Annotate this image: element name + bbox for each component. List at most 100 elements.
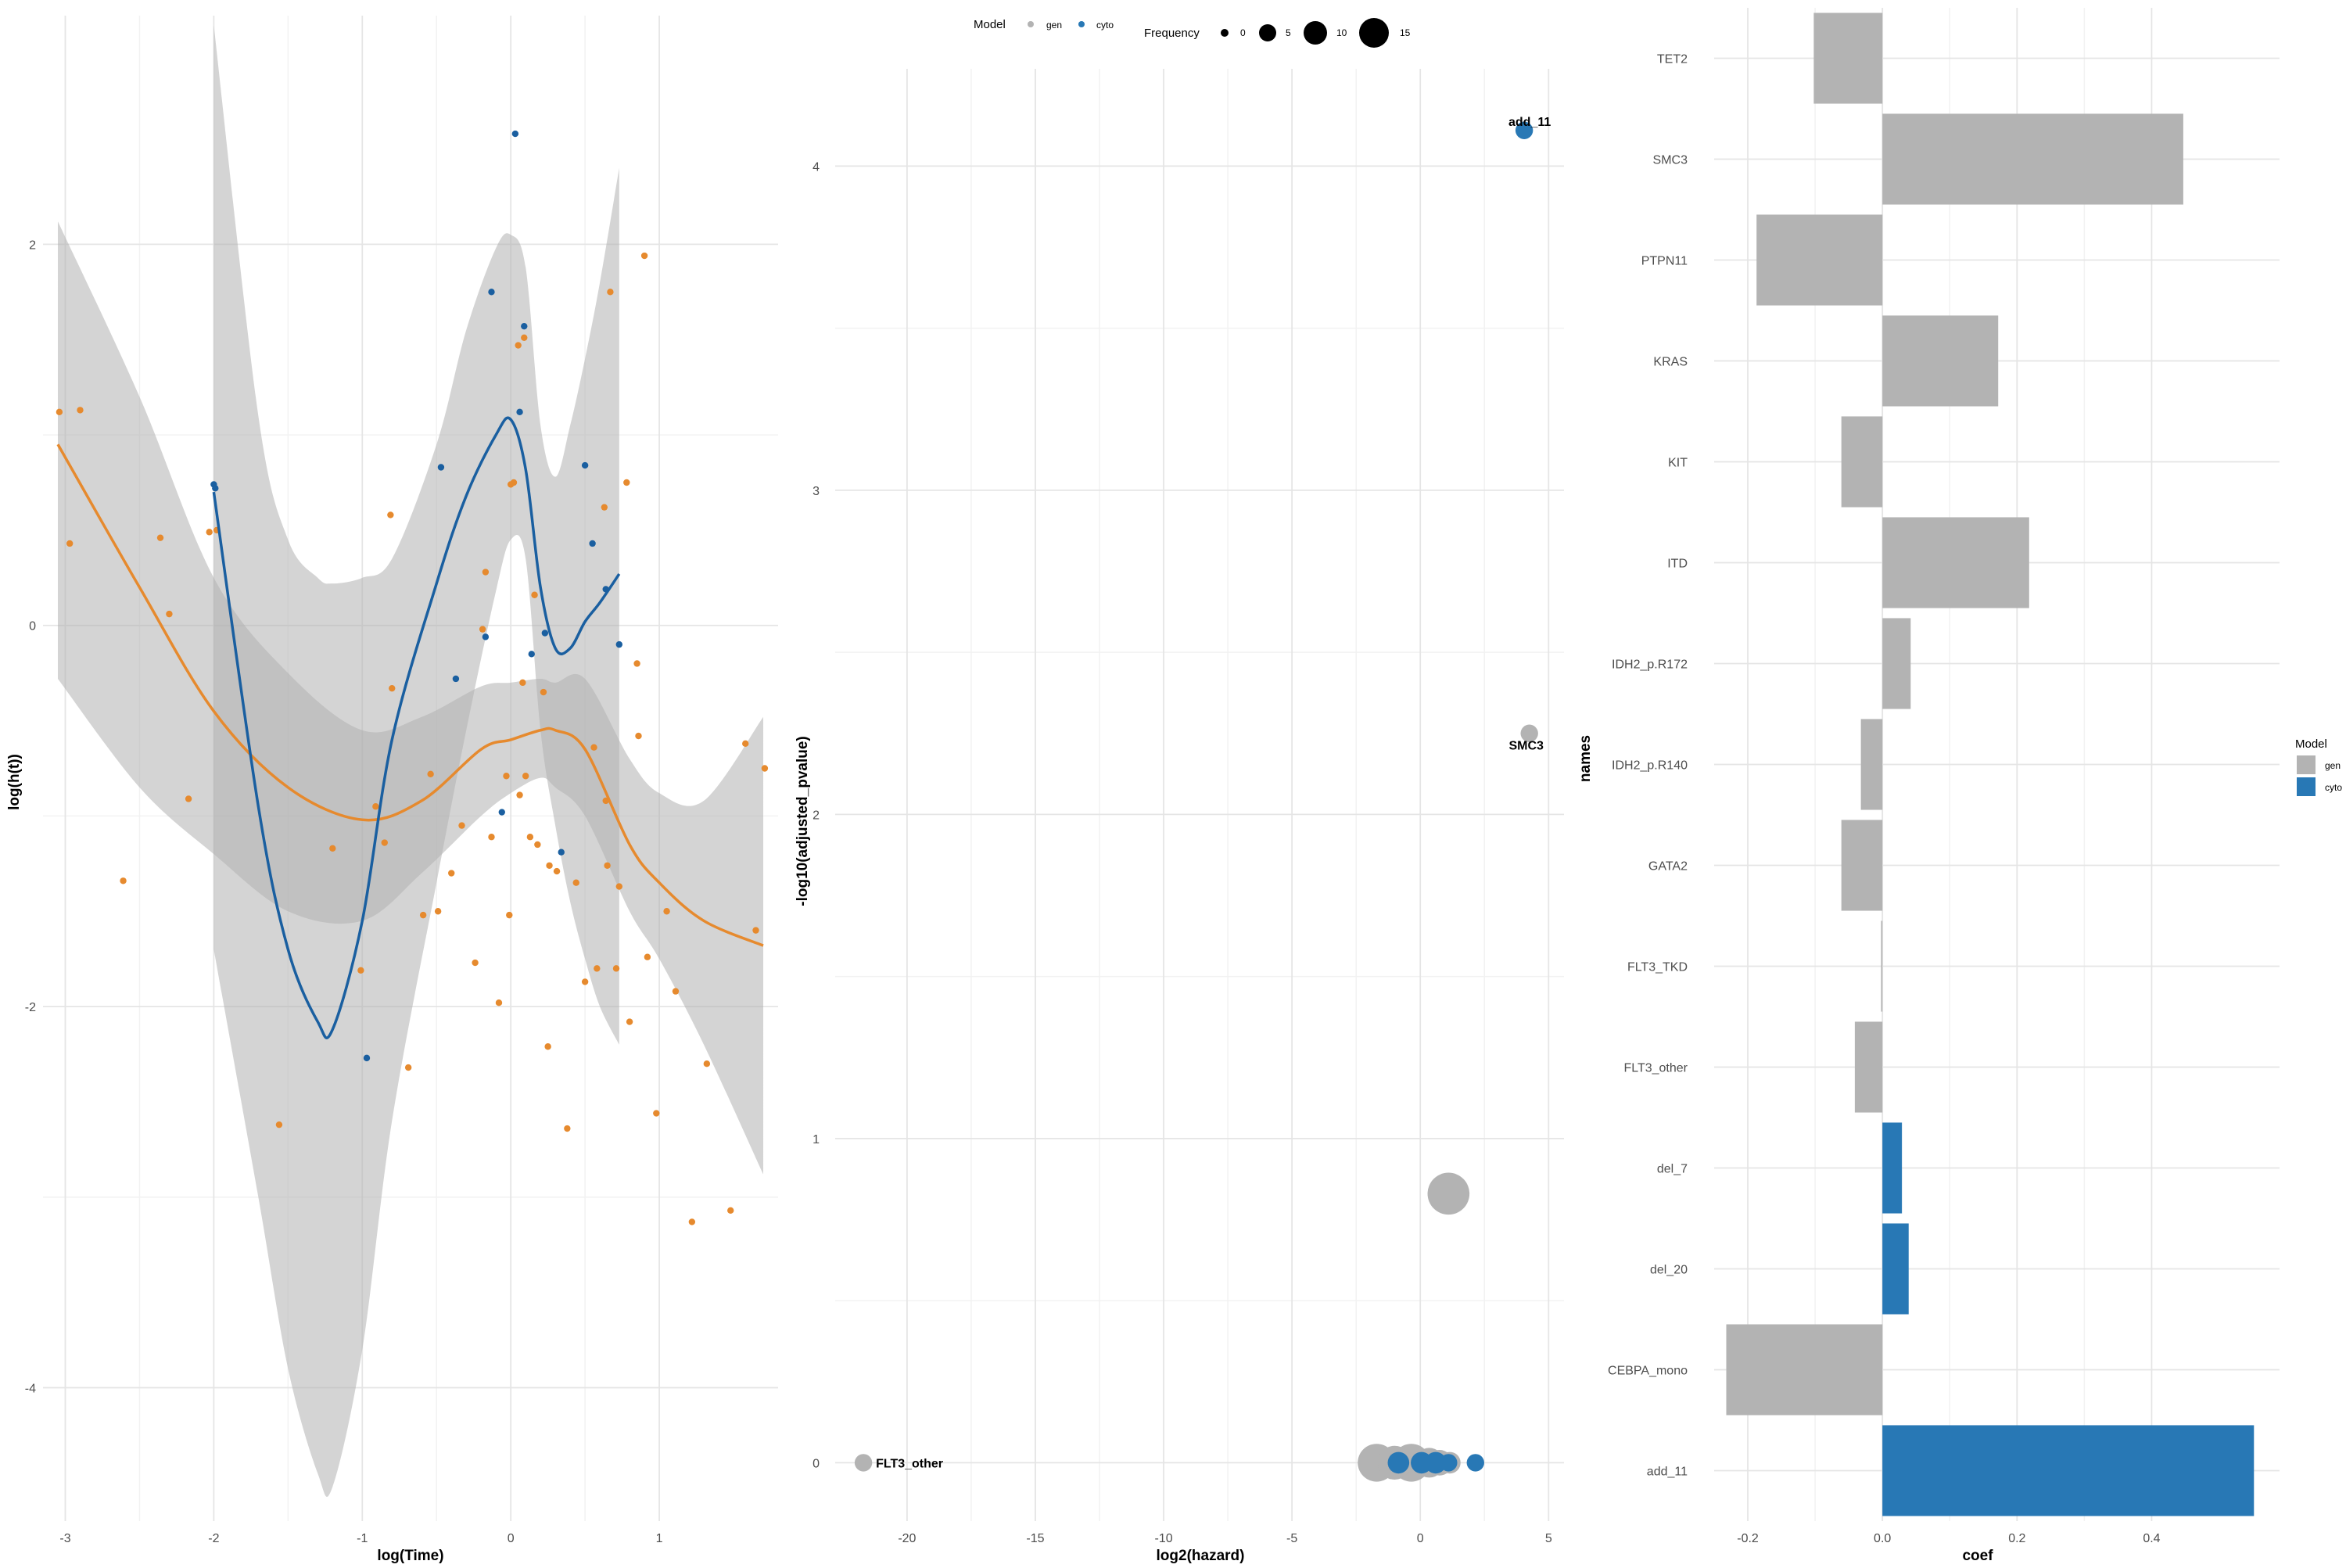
p2-y-tick-label: 0 bbox=[812, 1457, 820, 1470]
p3-category-label: TET2 bbox=[1657, 53, 1688, 66]
p1-point-cyto bbox=[482, 633, 490, 640]
p3-bar-del_7 bbox=[1882, 1122, 1903, 1214]
top-legend: Model gen cyto Frequency 0 5 10 15 bbox=[974, 18, 1411, 48]
p1-point-gen bbox=[526, 834, 534, 841]
p3-category-label: PTPN11 bbox=[1641, 255, 1688, 268]
p1-point-gen bbox=[427, 770, 434, 778]
p3-x-tick-label: 0.2 bbox=[2008, 1532, 2025, 1545]
p3-tick-labels: TET2 SMC3 PTPN11 KRAS KIT ITD IDH2_p.R172 IDH2_… bbox=[1608, 53, 2161, 1546]
p1-point-cyto bbox=[488, 289, 495, 296]
p1-point-gen bbox=[448, 870, 455, 877]
p3-category-label: GATA2 bbox=[1648, 860, 1688, 874]
p3-bar-PTPN11 bbox=[1756, 214, 1883, 306]
p1-point-gen bbox=[703, 1060, 711, 1067]
legend-size-15-label: 15 bbox=[1400, 27, 1411, 38]
p1-point-cyto bbox=[558, 849, 565, 856]
panel-coef-bars: TET2 SMC3 PTPN11 KRAS KIT ITD IDH2_p.R172 IDH2_… bbox=[1577, 8, 2280, 1564]
p2-point-label: SMC3 bbox=[1508, 740, 1544, 753]
p1-point-gen bbox=[612, 965, 620, 972]
legend-model-title: Model bbox=[974, 18, 1006, 31]
p1-point-gen bbox=[120, 877, 127, 884]
p3-category-label: del_7 bbox=[1657, 1163, 1688, 1176]
legend-size-15 bbox=[1359, 18, 1389, 48]
p2-point-cyto bbox=[1466, 1454, 1484, 1472]
p1-point-gen bbox=[742, 740, 749, 748]
p1-point-gen bbox=[166, 610, 173, 618]
p1-point-gen bbox=[607, 289, 614, 296]
p1-point-gen bbox=[458, 822, 465, 829]
panel-hazard-smooth: -3 -2 -1 0 1 -4 -2 0 2 log(Time) log(h(t)) bbox=[6, 16, 778, 1564]
p2-point-gen bbox=[1520, 724, 1538, 742]
p1-point-gen bbox=[521, 334, 528, 342]
p1-point-gen bbox=[604, 862, 611, 869]
p1-point-gen bbox=[503, 773, 510, 780]
p1-point-gen bbox=[534, 841, 541, 849]
p1-point-cyto bbox=[615, 640, 623, 648]
p1-fit-cyto bbox=[212, 416, 621, 1039]
p1-point-gen bbox=[544, 1043, 551, 1050]
p2-x-tick-label: 5 bbox=[1545, 1532, 1552, 1545]
p1-point-cyto bbox=[589, 540, 596, 547]
p2-y-tick-label: 4 bbox=[812, 160, 820, 174]
p3-category-label: KIT bbox=[1668, 457, 1688, 470]
p1-point-gen bbox=[752, 927, 759, 934]
legend-cyto-label: cyto bbox=[1096, 20, 1114, 30]
p3-category-label: IDH2_p.R172 bbox=[1612, 658, 1688, 672]
p3-y-axis-label: names bbox=[1577, 735, 1594, 782]
right-legend-title: Model bbox=[2295, 737, 2327, 751]
p2-x-tick-label: -5 bbox=[1286, 1532, 1297, 1545]
p1-point-gen bbox=[156, 534, 164, 541]
p1-tick-labels: -3 -2 -1 0 1 -4 -2 0 2 bbox=[25, 239, 663, 1545]
p1-y-tick-label: 2 bbox=[29, 239, 36, 252]
p3-x-tick-label: 0.4 bbox=[2143, 1532, 2160, 1545]
p1-point-gen bbox=[564, 1125, 571, 1132]
p2-point-label: add_11 bbox=[1508, 116, 1551, 129]
p2-y-tick-label: 1 bbox=[812, 1133, 820, 1146]
p1-point-gen bbox=[506, 911, 513, 919]
p1-x-tick-label: 1 bbox=[656, 1532, 663, 1545]
right-legend-gen-key bbox=[2297, 755, 2316, 774]
p3-category-label: add_11 bbox=[1647, 1466, 1688, 1479]
p1-point-gen bbox=[479, 626, 486, 633]
p1-point-cyto bbox=[528, 651, 535, 658]
legend-frequency-title: Frequency bbox=[1144, 27, 1200, 40]
p1-point-gen bbox=[185, 795, 192, 802]
p1-point-gen bbox=[387, 511, 394, 518]
p1-point-cyto bbox=[437, 464, 445, 471]
p1-point-gen bbox=[510, 479, 518, 486]
p1-point-gen bbox=[590, 744, 597, 751]
right-legend-gen-label: gen bbox=[2325, 760, 2341, 771]
p1-confidence-bands bbox=[57, 25, 764, 1498]
p3-bar-KRAS bbox=[1882, 315, 1999, 407]
p1-point-gen bbox=[644, 953, 651, 960]
p1-x-tick-label: -2 bbox=[208, 1532, 219, 1545]
legend-gen-dot bbox=[1028, 21, 1034, 27]
p1-point-gen bbox=[357, 967, 364, 974]
p2-point-cyto bbox=[1515, 121, 1534, 139]
right-legend-cyto-key bbox=[2297, 777, 2316, 796]
p1-point-gen bbox=[519, 679, 526, 687]
p1-point-gen bbox=[727, 1207, 734, 1215]
p3-bar-IDH2_p.R140 bbox=[1860, 719, 1883, 810]
p1-band-cyto bbox=[213, 25, 619, 1498]
p1-point-gen bbox=[581, 978, 589, 985]
p3-bar-IDH2_p.R172 bbox=[1882, 618, 1911, 709]
p2-point-cyto bbox=[1425, 1451, 1447, 1474]
p3-bar-KIT bbox=[1841, 416, 1883, 508]
p1-y-tick-label: -2 bbox=[25, 1001, 36, 1014]
p3-bar-del_20 bbox=[1882, 1223, 1909, 1315]
p1-point-cyto bbox=[511, 130, 519, 138]
p1-point-gen bbox=[633, 660, 640, 667]
p3-bar-SMC3 bbox=[1882, 113, 2183, 205]
p1-point-gen bbox=[206, 529, 213, 536]
p3-category-label: KRAS bbox=[1653, 356, 1688, 369]
legend-gen-label: gen bbox=[1046, 20, 1062, 30]
p1-point-gen bbox=[594, 965, 601, 972]
p1-x-tick-label: 0 bbox=[508, 1532, 515, 1545]
p2-point-labels: add_11 SMC3 FLT3_other bbox=[876, 116, 1551, 1471]
p1-point-gen bbox=[626, 1018, 633, 1025]
p3-bar-add_11 bbox=[1882, 1425, 2255, 1516]
p2-points bbox=[854, 121, 1538, 1482]
